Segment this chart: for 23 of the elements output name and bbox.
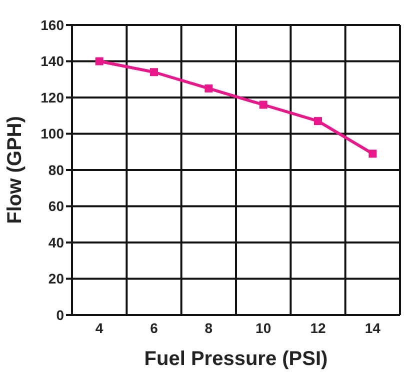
y-tick-label: 0	[56, 306, 64, 323]
x-axis-title: Fuel Pressure (PSI)	[144, 348, 328, 370]
y-tick-label: 100	[40, 126, 64, 142]
x-tick-label: 12	[310, 320, 326, 336]
y-tick-label: 140	[40, 53, 64, 70]
y-tick-label: 40	[48, 234, 64, 250]
point	[95, 57, 104, 66]
y-tick-label: 80	[48, 162, 64, 178]
point	[259, 100, 268, 109]
x-tick-label: 8	[204, 320, 213, 336]
y-tick-label: 160	[40, 16, 64, 33]
x-tick-label: 6	[150, 320, 158, 336]
point	[368, 150, 377, 158]
point	[150, 68, 158, 76]
y-tick-label: 120	[40, 89, 64, 106]
point	[314, 117, 322, 126]
y-tick-label: 20	[48, 270, 64, 287]
y-tick-label: 60	[48, 198, 64, 214]
y-axis-title: Flow (GPH)	[4, 116, 26, 224]
point	[204, 84, 213, 92]
x-tick-label: 4	[95, 320, 104, 336]
x-tick-label: 14	[364, 320, 381, 336]
x-tick-label: 10	[256, 320, 272, 336]
